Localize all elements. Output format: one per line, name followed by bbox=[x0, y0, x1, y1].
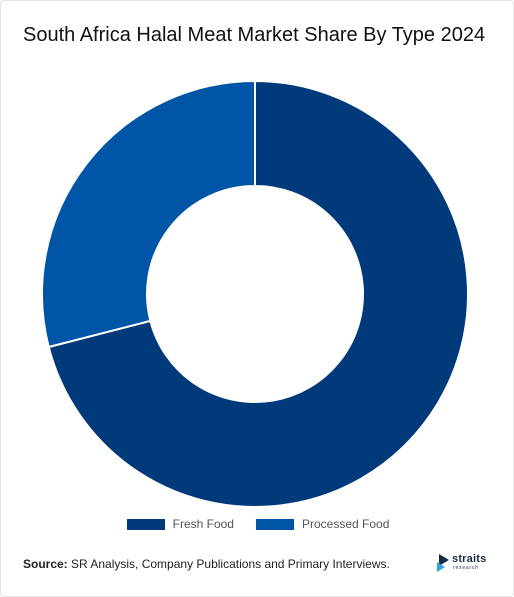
donut-slice-processed-food[interactable] bbox=[41, 79, 256, 349]
legend-item-fresh-food[interactable]: Fresh Food bbox=[126, 517, 234, 531]
logo-sub: research bbox=[453, 565, 479, 571]
logo-name: straits bbox=[452, 553, 487, 565]
chart-title: South Africa Halal Meat Market Share By … bbox=[23, 24, 486, 46]
donut-chart bbox=[41, 79, 469, 508]
legend-item-processed-food[interactable]: Processed Food bbox=[255, 517, 390, 531]
legend-swatch bbox=[126, 518, 165, 530]
legend-swatch bbox=[255, 518, 294, 530]
legend-label: Fresh Food bbox=[172, 517, 234, 531]
source-text: SR Analysis, Company Publications and Pr… bbox=[67, 557, 390, 571]
straits-logo-icon bbox=[437, 554, 449, 572]
straits-logo: straits research bbox=[437, 552, 497, 574]
source-note: Source: SR Analysis, Company Publication… bbox=[23, 557, 390, 571]
source-label: Source: bbox=[23, 557, 68, 571]
chart-legend: Fresh Food Processed Food bbox=[1, 517, 514, 531]
legend-label: Processed Food bbox=[301, 517, 390, 531]
donut-slice-fresh-food[interactable] bbox=[47, 79, 469, 508]
